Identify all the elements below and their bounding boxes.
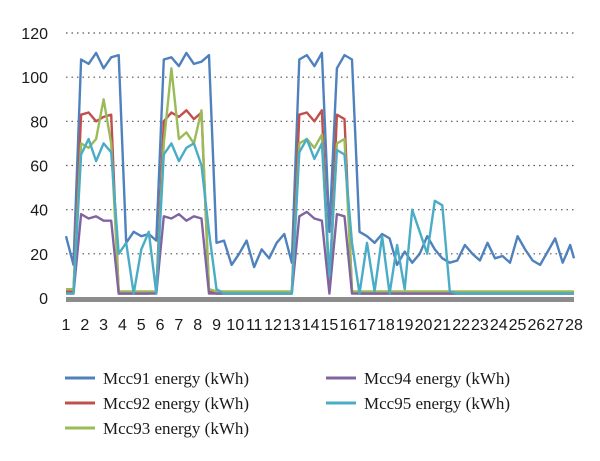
- legend-label: Mcc95 energy (kWh): [364, 394, 510, 413]
- legend-label: Mcc93 energy (kWh): [103, 419, 249, 438]
- x-tick-label: 10: [226, 317, 244, 334]
- x-axis-line: [66, 297, 574, 302]
- x-tick-label: 3: [99, 317, 108, 334]
- y-tick-label: 120: [21, 26, 48, 43]
- y-tick-label: 80: [30, 114, 48, 131]
- x-tick-label: 27: [546, 317, 564, 334]
- x-tick-label: 6: [156, 317, 165, 334]
- legend-label: Mcc94 energy (kWh): [364, 369, 510, 388]
- x-tick-label: 2: [80, 317, 89, 334]
- series-line-mcc91: [64, 51, 576, 269]
- series-line-mcc94: [66, 210, 574, 295]
- legend-label: Mcc92 energy (kWh): [103, 394, 249, 413]
- x-tick-label: 20: [415, 317, 433, 334]
- x-tick-label: 15: [321, 317, 339, 334]
- x-tick-label: 13: [283, 317, 301, 334]
- x-tick-label: 4: [118, 317, 127, 334]
- series-line-mcc95: [66, 137, 574, 295]
- x-tick-label: 8: [193, 317, 202, 334]
- x-tick-label: 7: [174, 317, 183, 334]
- x-tick-label: 17: [358, 317, 376, 334]
- x-tick-label: 1: [62, 317, 71, 334]
- x-tick-label: 26: [527, 317, 545, 334]
- y-tick-label: 0: [39, 291, 48, 308]
- y-tick-label: 100: [21, 70, 48, 87]
- series-lines: [64, 51, 576, 295]
- x-tick-label: 19: [396, 317, 414, 334]
- x-tick-label: 16: [339, 317, 357, 334]
- x-tick-label: 5: [137, 317, 146, 334]
- legend: Mcc91 energy (kWh) Mcc92 energy (kWh) Mcc9…: [65, 369, 510, 438]
- x-tick-label: 24: [490, 317, 508, 334]
- x-tick-label: 11: [246, 317, 263, 334]
- x-tick-label: 18: [377, 317, 395, 334]
- y-tick-label: 40: [30, 203, 48, 220]
- x-tick-label: 25: [509, 317, 527, 334]
- x-tick-label: 12: [264, 317, 282, 334]
- y-tick-label: 60: [30, 159, 48, 176]
- gridlines: [66, 32, 574, 255]
- series-line-mcc93: [66, 67, 574, 293]
- x-tick-label: 21: [433, 317, 451, 334]
- x-tick-label: 22: [452, 317, 470, 334]
- x-tick-label: 9: [212, 317, 221, 334]
- x-tick-label: 28: [565, 317, 583, 334]
- x-tick-label: 23: [471, 317, 489, 334]
- x-tick-label: 14: [302, 317, 320, 334]
- legend-label: Mcc91 energy (kWh): [103, 369, 249, 388]
- y-tick-label: 20: [30, 247, 48, 264]
